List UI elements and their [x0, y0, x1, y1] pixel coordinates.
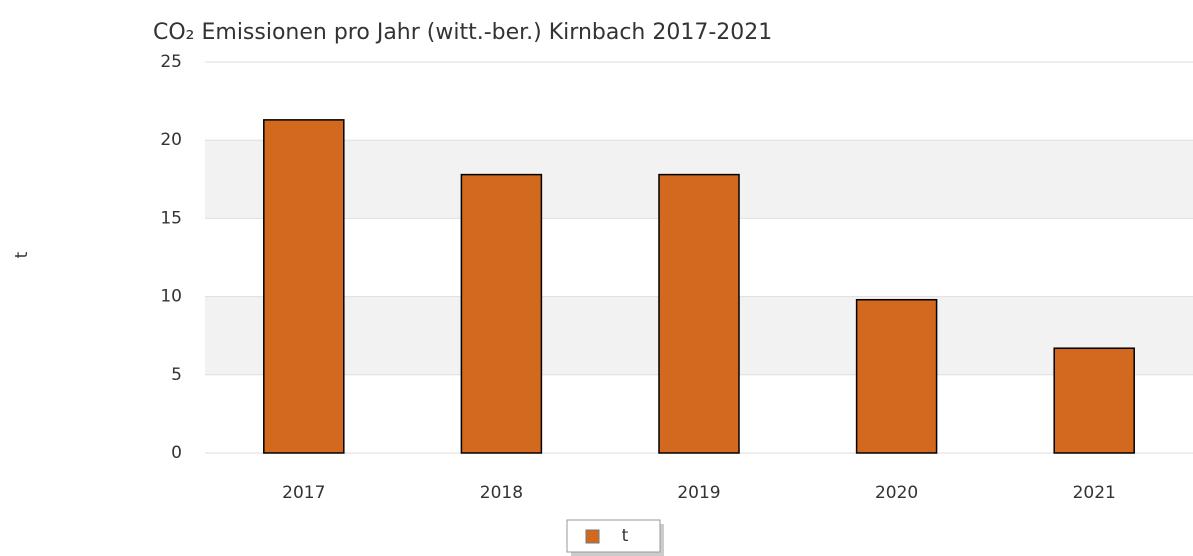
x-tick-label: 2019: [677, 483, 720, 503]
y-tick-label: 5: [171, 365, 182, 385]
y-tick-label: 10: [160, 287, 182, 307]
y-tick-label: 25: [160, 52, 182, 72]
bar: [855, 298, 938, 454]
x-tick-label: 2018: [480, 483, 523, 503]
legend-label: t: [622, 526, 629, 546]
legend-swatch: [585, 529, 600, 544]
x-tick-label: 2021: [1073, 483, 1116, 503]
chart-title: CO₂ Emissionen pro Jahr (witt.-ber.) Kir…: [153, 20, 772, 45]
bar: [1053, 347, 1135, 454]
x-tick-label: 2017: [282, 483, 325, 503]
bar: [658, 173, 740, 454]
y-axis-label: t: [12, 251, 32, 258]
y-tick-label: 15: [160, 208, 182, 228]
y-tick-label: 20: [160, 130, 182, 150]
legend-box: [566, 519, 661, 553]
bar: [460, 173, 543, 454]
bar: [263, 119, 345, 454]
x-tick-label: 2020: [875, 483, 918, 503]
y-tick-label: 0: [171, 443, 182, 463]
